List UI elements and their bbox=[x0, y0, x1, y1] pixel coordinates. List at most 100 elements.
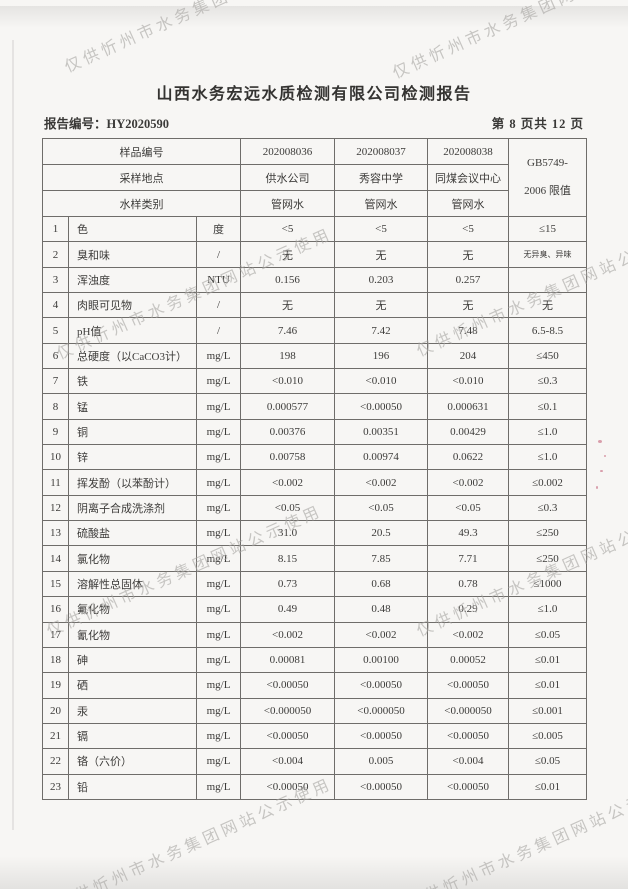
results-table: 样品编号 202008036 202008037 202008038 GB574… bbox=[41, 138, 588, 801]
sample3-value: <0.05 bbox=[427, 494, 510, 522]
report-number-value: HY2020590 bbox=[106, 116, 170, 131]
sample2-value: 20.5 bbox=[334, 520, 429, 547]
unit: mg/L bbox=[195, 494, 242, 522]
sample1-value: 198 bbox=[240, 342, 336, 370]
unit: mg/L bbox=[195, 621, 242, 648]
parameter-name: 阴离子合成洗涤剂 bbox=[68, 494, 197, 522]
unit: mg/L bbox=[195, 570, 242, 598]
unit: mg/L bbox=[195, 520, 242, 547]
parameter-name: 浑浊度 bbox=[68, 266, 197, 294]
row-number: 3 bbox=[42, 266, 69, 294]
sample2-value: <0.010 bbox=[334, 368, 429, 395]
limit-value bbox=[508, 266, 588, 294]
scan-crease-line bbox=[12, 40, 14, 830]
sample2-value: 0.00974 bbox=[334, 444, 429, 471]
row-number: 17 bbox=[42, 621, 69, 648]
sample2-value: 无 bbox=[334, 241, 429, 268]
sample3-value: <0.004 bbox=[427, 748, 510, 775]
parameter-name: 铜 bbox=[68, 418, 197, 446]
scan-edge-top bbox=[0, 6, 628, 28]
limit-value: 无 bbox=[508, 292, 588, 319]
parameter-name: 锰 bbox=[68, 393, 197, 420]
row-number: 6 bbox=[42, 342, 69, 370]
sample1-value: <0.05 bbox=[240, 494, 336, 522]
sample1-value: 0.00376 bbox=[240, 418, 336, 446]
sample2-value: <0.00050 bbox=[334, 722, 429, 750]
table-row: 16 氟化物 mg/L 0.49 0.48 0.29 ≤1.0 bbox=[42, 596, 588, 623]
sample3-value: <0.002 bbox=[427, 621, 510, 648]
table-row: 4 肉眼可见物 / 无无无无 bbox=[42, 292, 588, 319]
parameter-name: 溶解性总固体 bbox=[68, 570, 197, 598]
table-row: 19 硒 mg/L <0.00050 <0.00050 <0.00050 ≤0.01 bbox=[42, 672, 588, 699]
location-2: 秀容中学 bbox=[334, 164, 429, 191]
location-3: 同煤会议中心 bbox=[427, 164, 510, 191]
report-number: 报告编号：HY2020590 bbox=[44, 113, 169, 132]
sample3-value: <0.000050 bbox=[427, 697, 510, 724]
sample3-value: <0.00050 bbox=[427, 722, 510, 750]
unit: / bbox=[195, 241, 242, 268]
parameter-name: 色 bbox=[68, 215, 197, 243]
table-row: 7 铁 mg/L <0.010 <0.010 <0.010 ≤0.3 bbox=[42, 368, 588, 395]
sample3-value: <0.002 bbox=[427, 469, 510, 496]
sample-no-3: 202008038 bbox=[427, 138, 510, 165]
scan-speck bbox=[598, 440, 602, 443]
sample2-value: <5 bbox=[334, 215, 429, 243]
row-number: 2 bbox=[42, 241, 69, 268]
table-row: 9 铜 mg/L 0.00376 0.00351 0.00429 ≤1.0 bbox=[42, 418, 588, 446]
unit: mg/L bbox=[195, 748, 242, 775]
limit-value: ≤1000 bbox=[508, 570, 588, 598]
table-row: 13 硫酸盐 mg/L 31.0 20.5 49.3 ≤250 bbox=[42, 520, 588, 547]
sample1-value: <0.002 bbox=[240, 621, 336, 648]
table-row: 3 浑浊度 NTU 0.156 0.203 0.257 bbox=[42, 266, 588, 294]
parameter-name: pH值 bbox=[68, 317, 197, 344]
sample2-value: 0.00100 bbox=[334, 646, 429, 674]
table-row: 12 阴离子合成洗涤剂 mg/L <0.05 <0.05 <0.05 ≤0.3 bbox=[42, 494, 588, 522]
sample-no-label: 样品编号 bbox=[41, 138, 242, 165]
sample3-value: 无 bbox=[427, 292, 510, 319]
limit-value: ≤0.01 bbox=[508, 773, 588, 801]
water-type-1: 管网水 bbox=[240, 190, 336, 217]
unit: NTU bbox=[195, 266, 242, 294]
row-number: 14 bbox=[42, 545, 69, 572]
sample3-value: <0.00050 bbox=[427, 773, 510, 801]
sample3-value: 0.257 bbox=[427, 266, 510, 294]
limit-value: ≤15 bbox=[508, 215, 588, 243]
unit: mg/L bbox=[195, 368, 242, 395]
limit-value: ≤0.3 bbox=[508, 494, 588, 522]
sample3-value: <0.010 bbox=[427, 368, 510, 395]
limit-value: 6.5-8.5 bbox=[508, 317, 588, 344]
sample2-value: 无 bbox=[334, 292, 429, 319]
sample3-value: 无 bbox=[427, 241, 510, 268]
parameter-name: 铅 bbox=[68, 773, 197, 801]
sample2-value: 7.85 bbox=[334, 545, 429, 572]
sample3-value: 7.71 bbox=[427, 545, 510, 572]
table-row: 17 氰化物 mg/L <0.002 <0.002 <0.002 ≤0.05 bbox=[42, 621, 588, 648]
sample-no-2: 202008037 bbox=[334, 138, 429, 165]
parameter-name: 镉 bbox=[68, 722, 197, 750]
row-number: 13 bbox=[42, 520, 69, 547]
sample1-value: <0.00050 bbox=[240, 773, 336, 801]
table-row: 22 铬（六价） mg/L <0.004 0.005 <0.004 ≤0.05 bbox=[42, 748, 588, 775]
row-number: 23 bbox=[42, 773, 69, 801]
sample1-value: <0.002 bbox=[240, 469, 336, 496]
unit: mg/L bbox=[195, 672, 242, 699]
sample2-value: 0.48 bbox=[334, 596, 429, 623]
sample3-value: 0.0622 bbox=[427, 444, 510, 471]
results-tbody: 样品编号 202008036 202008037 202008038 GB574… bbox=[41, 138, 588, 801]
limit-header-line2: 2006 限值 bbox=[524, 185, 571, 197]
sample2-value: 196 bbox=[334, 342, 429, 370]
limit-value: ≤250 bbox=[508, 520, 588, 547]
sample2-value: 0.005 bbox=[334, 748, 429, 775]
sample2-value: <0.05 bbox=[334, 494, 429, 522]
sample2-value: <0.00050 bbox=[334, 393, 429, 420]
limit-value: ≤0.001 bbox=[508, 697, 588, 724]
sample3-value: 0.78 bbox=[427, 570, 510, 598]
sample1-value: 7.46 bbox=[240, 317, 336, 344]
location-label: 采样地点 bbox=[41, 164, 242, 191]
limit-value: ≤0.3 bbox=[508, 368, 588, 395]
header-row-water-type: 水样类别 管网水 管网水 管网水 bbox=[41, 190, 587, 217]
parameter-name: 总硬度（以CaCO3计） bbox=[68, 342, 197, 370]
parameter-name: 锌 bbox=[68, 444, 197, 471]
sample2-value: <0.00050 bbox=[334, 773, 429, 801]
